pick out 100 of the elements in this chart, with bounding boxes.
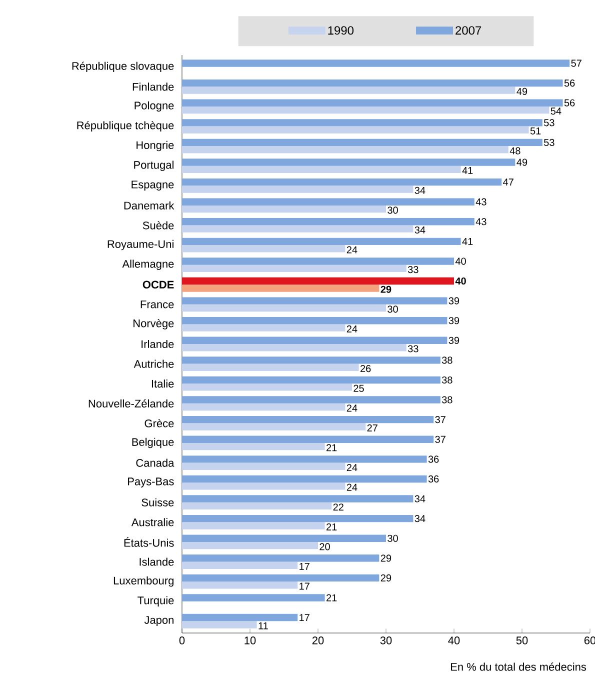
bar: [182, 258, 454, 265]
y-tick-label: Italie: [152, 380, 174, 388]
bar: [182, 138, 542, 146]
y-tick-label: Grèce: [144, 419, 174, 428]
bar: [182, 317, 448, 324]
data-label: 40: [455, 277, 466, 285]
bar: [182, 297, 448, 304]
y-tick-label: France: [140, 300, 174, 308]
bar: [182, 594, 325, 602]
bar: [182, 442, 325, 450]
bar: [182, 356, 440, 364]
data-label: 29: [380, 574, 392, 582]
bar: [182, 99, 563, 106]
data-label: 38: [442, 356, 452, 364]
x-tick-label: 30: [380, 636, 392, 644]
y-tick-label: Belgique: [132, 438, 174, 448]
legend-label: 1990: [328, 26, 354, 35]
bar: [182, 502, 332, 510]
x-tick-label: 10: [244, 636, 256, 644]
data-label: 17: [300, 614, 310, 621]
data-label: 51: [530, 127, 541, 134]
data-label: 24: [346, 246, 358, 254]
bar: [182, 423, 366, 430]
x-axis-title: En % du total des médecins: [451, 662, 586, 671]
data-label: 34: [414, 226, 426, 234]
bar: [182, 277, 454, 285]
y-tick-label: Espagne: [132, 180, 174, 191]
data-label: 29: [380, 554, 392, 562]
bar: [182, 205, 386, 213]
bar: [182, 384, 352, 391]
y-tick-label: Nouvelle-Zélande: [88, 399, 174, 408]
data-label: 17: [300, 582, 310, 590]
bar: [182, 79, 563, 87]
bar: [182, 304, 386, 312]
data-label: 39: [448, 317, 460, 324]
data-label: 41: [462, 167, 473, 174]
bar: [182, 436, 434, 443]
x-tick-label: 20: [312, 636, 324, 644]
data-label: 25: [354, 384, 364, 392]
data-label: 56: [564, 80, 575, 87]
y-tick-label: Allemagne: [122, 260, 174, 270]
y-tick-label: Turquie: [138, 596, 174, 606]
y-tick-label: Canada: [136, 458, 174, 467]
data-label: 33: [408, 266, 418, 274]
data-label: 21: [326, 523, 337, 530]
data-label: 34: [414, 186, 426, 194]
y-tick-label: Pologne: [134, 101, 174, 112]
data-label: 38: [442, 376, 452, 384]
bar: [182, 158, 516, 166]
data-label: 41: [462, 238, 473, 245]
bar: [182, 264, 406, 272]
data-label: 21: [326, 594, 337, 602]
y-tick-label: Norvège: [134, 319, 174, 330]
bar: [182, 482, 346, 490]
bar: [182, 542, 318, 550]
data-label: 34: [414, 495, 426, 502]
y-tick-label: Finlande: [132, 82, 174, 91]
data-label: 47: [503, 178, 514, 186]
data-label: 38: [442, 396, 452, 404]
bar: [182, 198, 474, 206]
data-label: 39: [448, 297, 460, 304]
data-label: 43: [476, 218, 486, 226]
bar: [182, 126, 529, 134]
bar: [182, 324, 346, 332]
data-label: 37: [435, 436, 446, 443]
data-label: 40: [455, 258, 466, 265]
y-tick-label: Islande: [140, 558, 174, 566]
y-tick-label: Japon: [144, 616, 174, 626]
data-label: 48: [510, 147, 520, 154]
bar: [182, 621, 257, 628]
bar: [182, 86, 516, 94]
data-label: 49: [516, 158, 528, 166]
data-label: 49: [516, 88, 528, 95]
bar: [182, 178, 502, 186]
y-tick-label: République tchèque: [77, 121, 174, 132]
x-tick-label: 40: [448, 636, 460, 644]
bar: [182, 475, 427, 483]
bar: [182, 119, 542, 126]
data-label: 34: [414, 515, 426, 522]
y-tick-label: Irlande: [142, 340, 174, 348]
y-tick-label: Australie: [131, 518, 174, 526]
bar: [182, 416, 434, 424]
y-tick-label: Luxembourg: [114, 576, 174, 587]
data-label: 22: [333, 504, 344, 511]
data-label: 30: [388, 306, 398, 313]
data-label: 57: [571, 60, 582, 67]
data-label: 37: [435, 416, 446, 424]
bar: [182, 562, 298, 569]
bar: [182, 344, 406, 352]
data-label: 29: [380, 286, 392, 293]
x-tick-label: 0: [179, 636, 185, 644]
y-tick-label: Hongrie: [136, 140, 174, 152]
data-label: 21: [326, 444, 337, 452]
y-tick-label: Danemark: [124, 201, 174, 210]
legend-label: 2007: [456, 26, 482, 35]
data-label: 30: [388, 206, 398, 214]
data-label: 24: [346, 464, 358, 471]
y-tick-label: États-Unis: [124, 537, 174, 547]
data-label: 30: [388, 534, 398, 542]
bar: [182, 238, 461, 246]
